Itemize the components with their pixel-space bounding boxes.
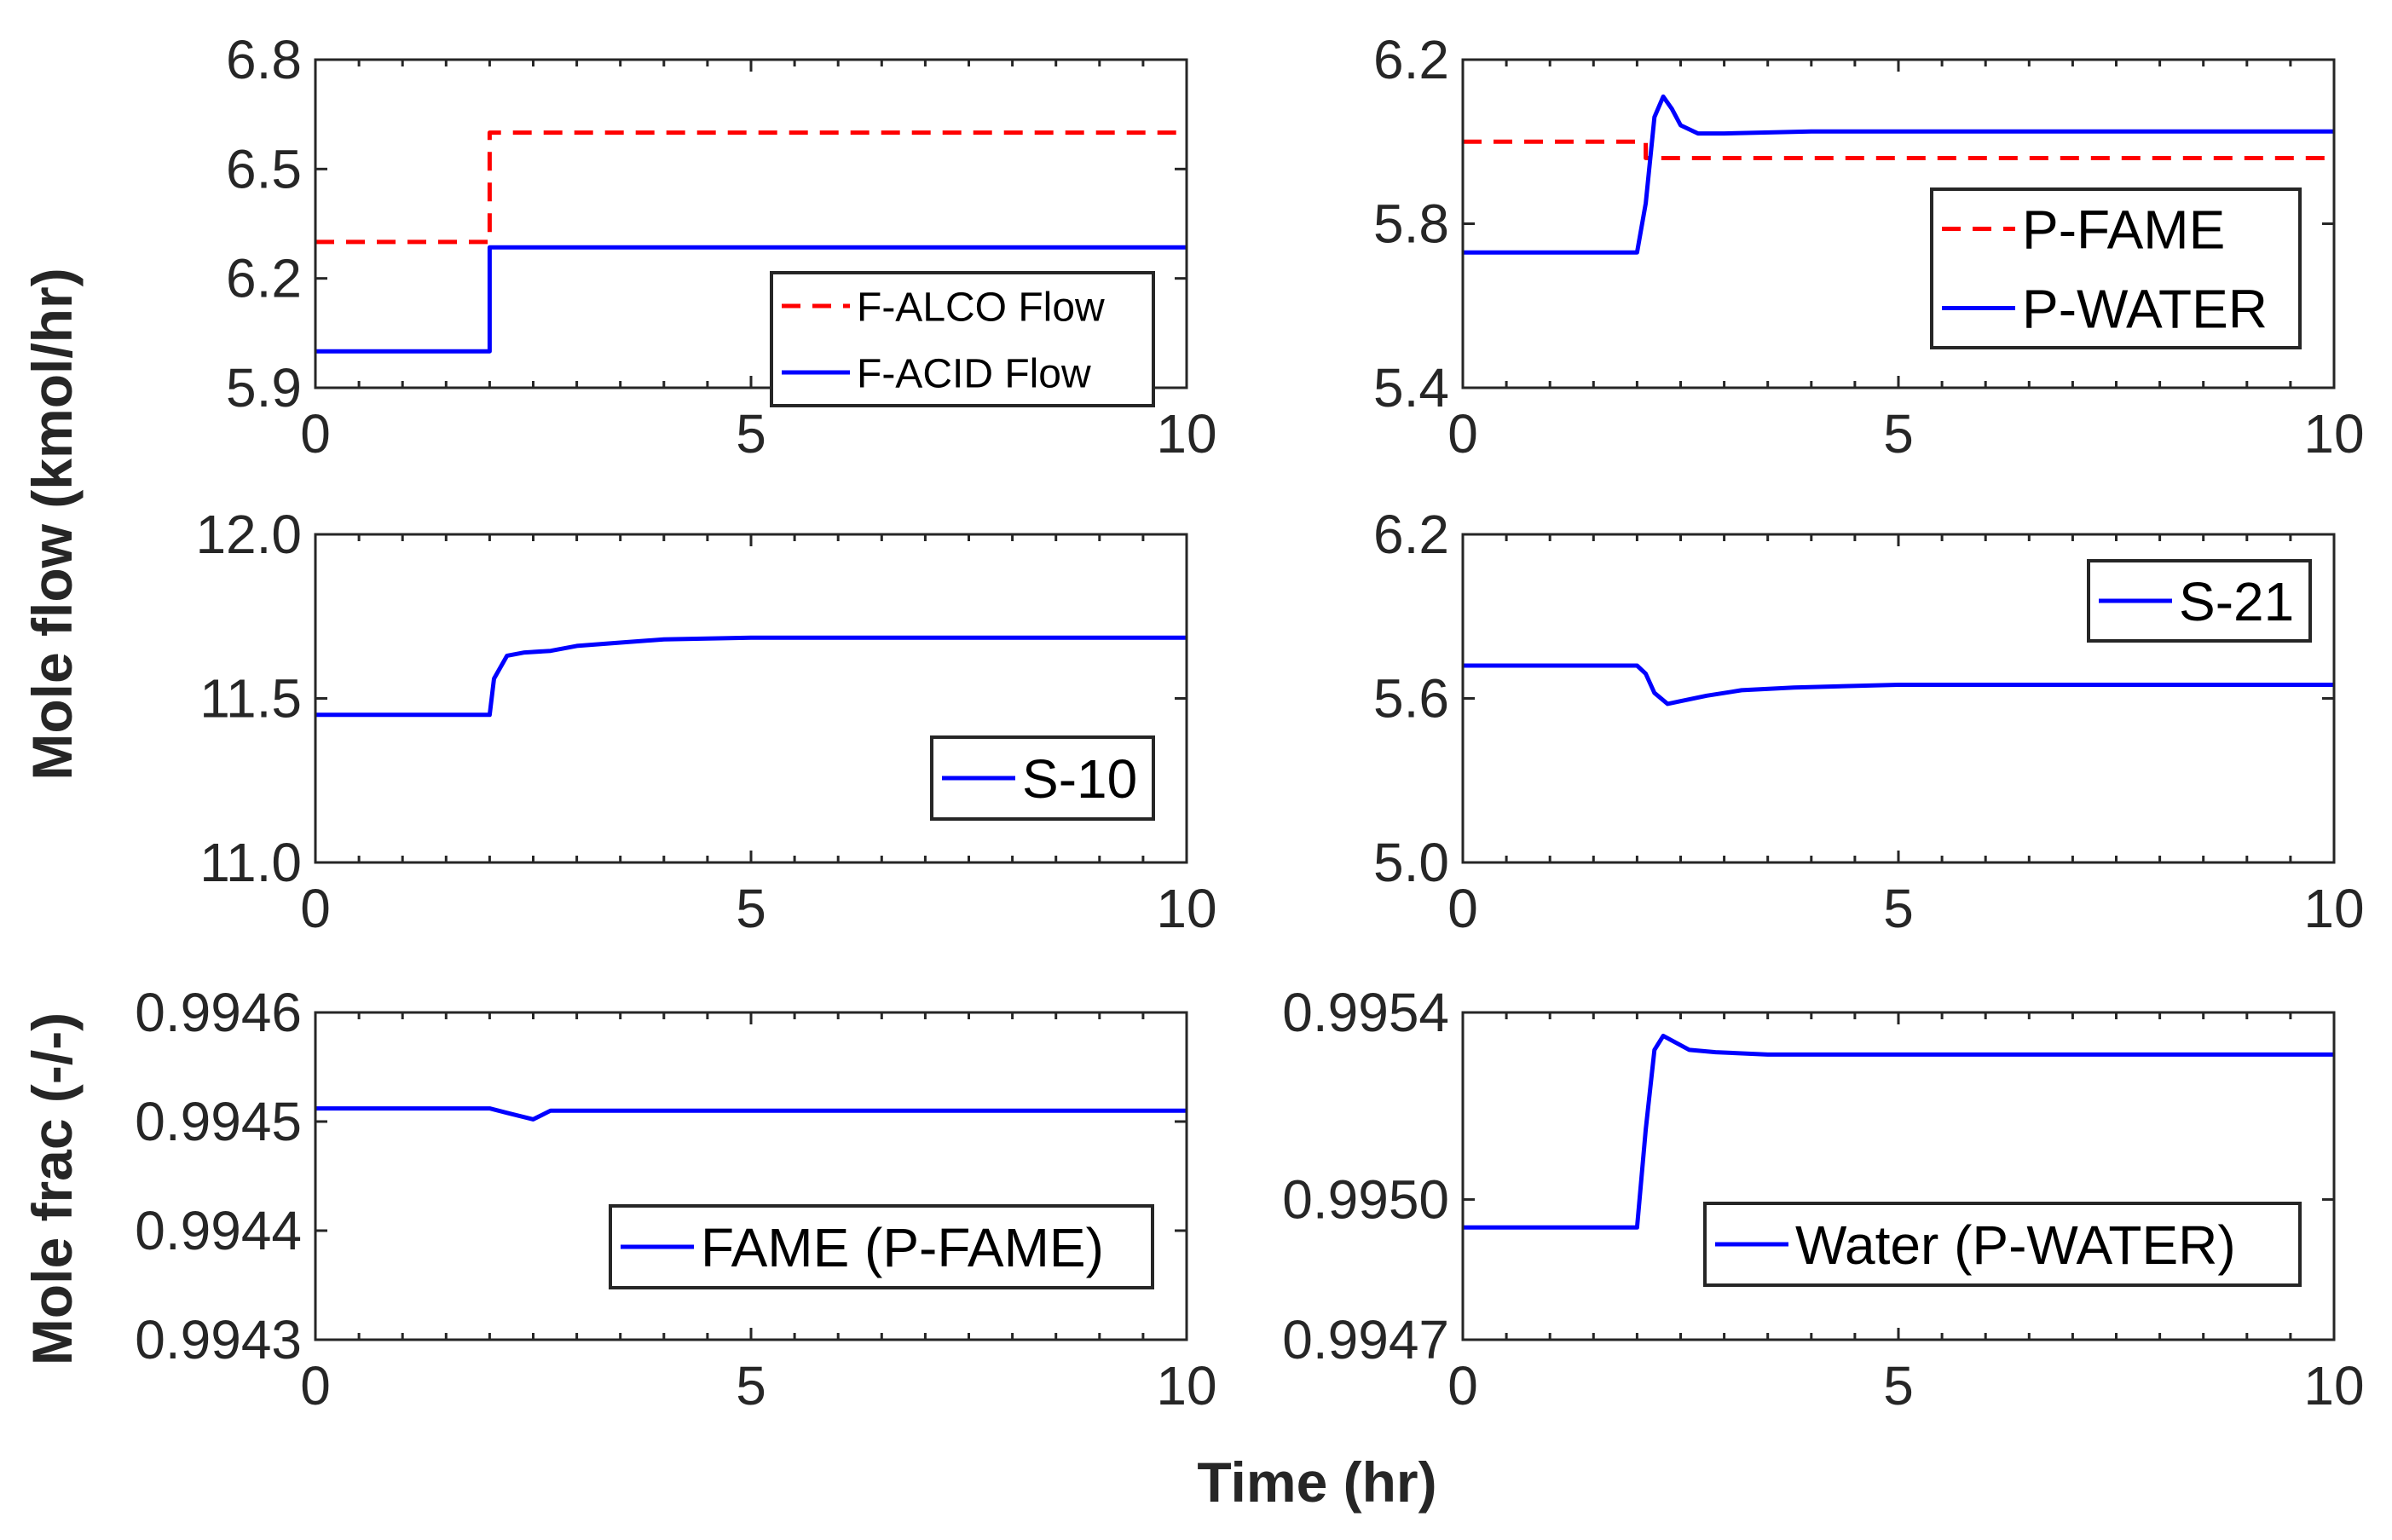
y-tick-label: 5.0: [1373, 832, 1449, 893]
y-tick-label: 6.2: [1373, 29, 1449, 90]
x-tick-label: 0: [300, 1355, 331, 1416]
legend-label: P-FAME: [2022, 199, 2225, 261]
y-tick-label: 0.9945: [135, 1091, 302, 1152]
legend-label: FAME (P-FAME): [701, 1217, 1104, 1278]
x-tick-label: 0: [1447, 403, 1478, 464]
x-tick-label: 10: [2303, 878, 2364, 939]
x-tick-label: 5: [1883, 1355, 1914, 1416]
y-tick-label: 6.2: [1373, 504, 1449, 565]
y-tick-label: 6.8: [226, 29, 302, 90]
x-tick-label: 5: [736, 878, 766, 939]
y-tick-label: 5.4: [1373, 357, 1449, 418]
x-tick-label: 0: [1447, 1355, 1478, 1416]
panel-middle-right: 5.0 5.6 6.2 0 5 10 S-21: [1373, 504, 2365, 939]
legend-label: F-ACID Flow: [857, 351, 1091, 396]
x-tick-label: 10: [1156, 878, 1216, 939]
series-line-s-10: [315, 635, 1187, 718]
legend: FAME (P-FAME): [609, 1204, 1154, 1289]
plot-area: [315, 1012, 1187, 1340]
y-tick-label: 0.9950: [1282, 1168, 1449, 1230]
plot-area: [1463, 1012, 2334, 1340]
y-tick-label: 6.2: [226, 248, 302, 309]
legend: S-21: [2087, 559, 2312, 643]
x-tick-label: 0: [1447, 878, 1478, 939]
y-axis-label-flow: Mole flow (kmol/hr): [20, 268, 84, 780]
x-tick-label: 10: [1156, 1355, 1216, 1416]
series-line-water-p-water: [1463, 1033, 2334, 1230]
series-line-s-21: [1463, 663, 2334, 707]
legend: Water (P-WATER): [1703, 1202, 2302, 1287]
y-tick-label: 11.0: [199, 832, 302, 893]
panel-bottom-right: 0.9947 0.9950 0.9954 0 5 10 Water (P-WATER): [1282, 982, 2364, 1416]
y-tick-label: 5.9: [226, 357, 302, 418]
legend: F-ALCO Flow F-ACID Flow: [770, 271, 1155, 407]
y-tick-label: 0.9944: [135, 1200, 302, 1261]
series-line-p-fame: [1463, 139, 2334, 160]
y-axis-label-frac: Mole frac (-/-): [20, 1012, 84, 1365]
axes-box: [314, 1011, 1188, 1341]
legend: S-10: [930, 735, 1155, 821]
axes-box: [1461, 58, 2336, 389]
series-line-p-water: [1463, 94, 2334, 255]
legend-label: Water (P-WATER): [1795, 1214, 2236, 1276]
x-tick-label: 0: [300, 878, 331, 939]
axes-box: [1461, 533, 2336, 864]
axes-box: [1461, 1011, 2336, 1341]
y-tick-label: 0.9947: [1282, 1309, 1449, 1370]
series-line-f-alco-flow: [315, 130, 1187, 245]
x-tick-label: 5: [736, 1355, 766, 1416]
axes-box: [314, 533, 1188, 864]
x-tick-label: 0: [300, 403, 331, 464]
y-tick-label: 11.5: [199, 668, 302, 730]
y-tick-label: 5.8: [1373, 193, 1449, 255]
panel-bottom-left: 0.9943 0.9944 0.9945 0.9946 0 5 10 FAME (P-FAME…: [135, 982, 1216, 1416]
x-axis-label: Time (hr): [1197, 1451, 1436, 1514]
y-tick-label: 0.9946: [135, 982, 302, 1043]
y-tick-label: 6.5: [226, 138, 302, 199]
legend-box: [1930, 187, 2302, 349]
x-tick-label: 10: [1156, 403, 1216, 464]
x-tick-label: 10: [2303, 403, 2364, 464]
legend-label: S-10: [1022, 748, 1137, 810]
y-tick-label: 12.0: [195, 504, 302, 565]
legend-label: S-21: [2179, 571, 2294, 632]
legend-label: F-ALCO Flow: [857, 285, 1105, 330]
legend-box: [1703, 1202, 2302, 1287]
axes-box: [314, 58, 1188, 389]
legend-label: P-WATER: [2022, 279, 2268, 340]
y-tick-label: 5.6: [1373, 668, 1449, 730]
x-tick-label: 5: [1883, 878, 1914, 939]
legend-box: [770, 271, 1155, 407]
x-tick-label: 5: [1883, 403, 1914, 464]
series-line-fame-p-fame: [315, 1106, 1187, 1122]
y-tick-label: 0.9943: [135, 1309, 302, 1370]
panel-top-right: 5.4 5.8 6.2 0 5 10 P-FAME P-WATER: [1373, 29, 2365, 464]
panel-middle-left: 11.0 11.5 12.0 0 5 10 S-10: [195, 504, 1216, 939]
legend-box: [609, 1204, 1154, 1289]
y-tick-label: 0.9954: [1282, 982, 1449, 1043]
panel-top-left: 5.9 6.2 6.5 6.8 0 5 10 F-ALCO Flow F-ACID Flow: [226, 29, 1217, 464]
legend: P-FAME P-WATER: [1930, 187, 2302, 349]
x-tick-label: 5: [736, 403, 766, 464]
series-line-f-acid-flow: [315, 245, 1187, 354]
x-tick-label: 10: [2303, 1355, 2364, 1416]
